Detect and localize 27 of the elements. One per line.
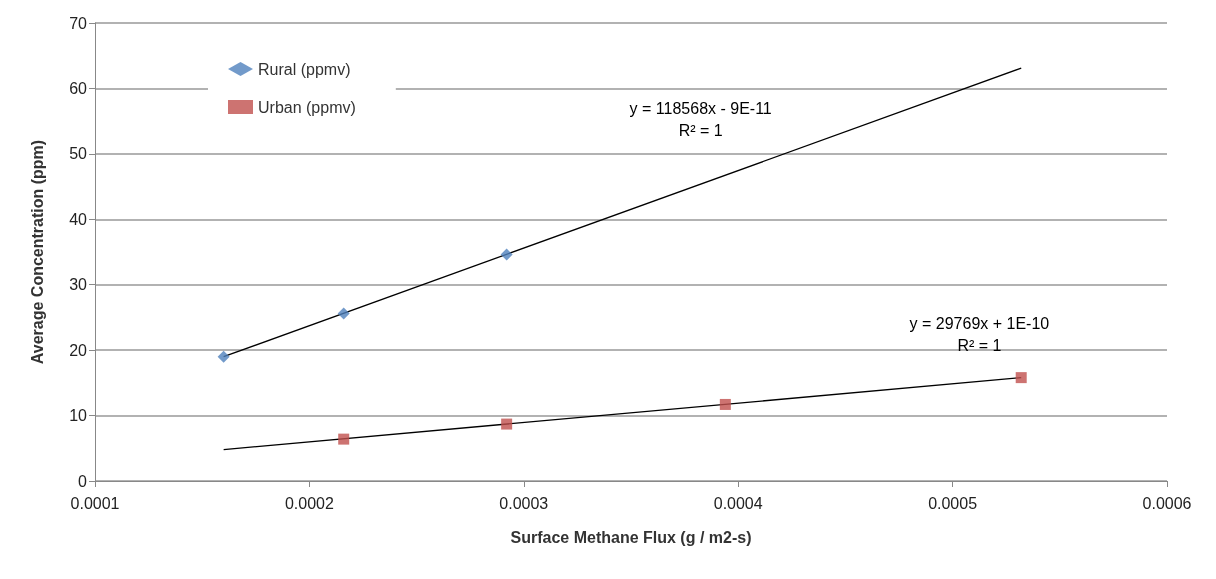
x-tick-label: 0.0001 [70, 494, 120, 512]
y-tick-label: 60 [69, 79, 88, 97]
legend-label: Rural (ppmv) [258, 60, 351, 78]
annotation: y = 29769x + 1E-10 R² = 1 [909, 314, 1050, 354]
x-axis-title: Surface Methane Flux (g / m2-s) [510, 528, 752, 546]
point [719, 398, 731, 410]
point [338, 433, 350, 445]
x-tick-label: 0.0002 [284, 494, 334, 512]
y-tick-label: 20 [69, 341, 88, 359]
x-tick-label: 0.0006 [1142, 494, 1192, 512]
y-tick-label: 40 [69, 210, 88, 228]
point [1015, 372, 1027, 384]
y-tick-label: 70 [69, 14, 88, 32]
point [217, 350, 230, 363]
point [500, 248, 513, 261]
y-tick-label: 10 [69, 407, 88, 425]
y-tick-label: 30 [69, 276, 88, 294]
y-axis-title: Average Concentration (ppm) [28, 139, 46, 365]
point [337, 307, 350, 320]
annotation: y = 118568x - 9E-11 R² = 1 [629, 99, 772, 139]
x-tick-label: 0.0003 [499, 494, 549, 512]
legend-label: Urban (ppmv) [258, 98, 356, 116]
y-tick-label: 0 [78, 472, 88, 490]
point [501, 418, 513, 430]
y-tick-label: 50 [69, 145, 88, 163]
x-tick-label: 0.0005 [928, 494, 978, 512]
x-tick-label: 0.0004 [713, 494, 763, 512]
